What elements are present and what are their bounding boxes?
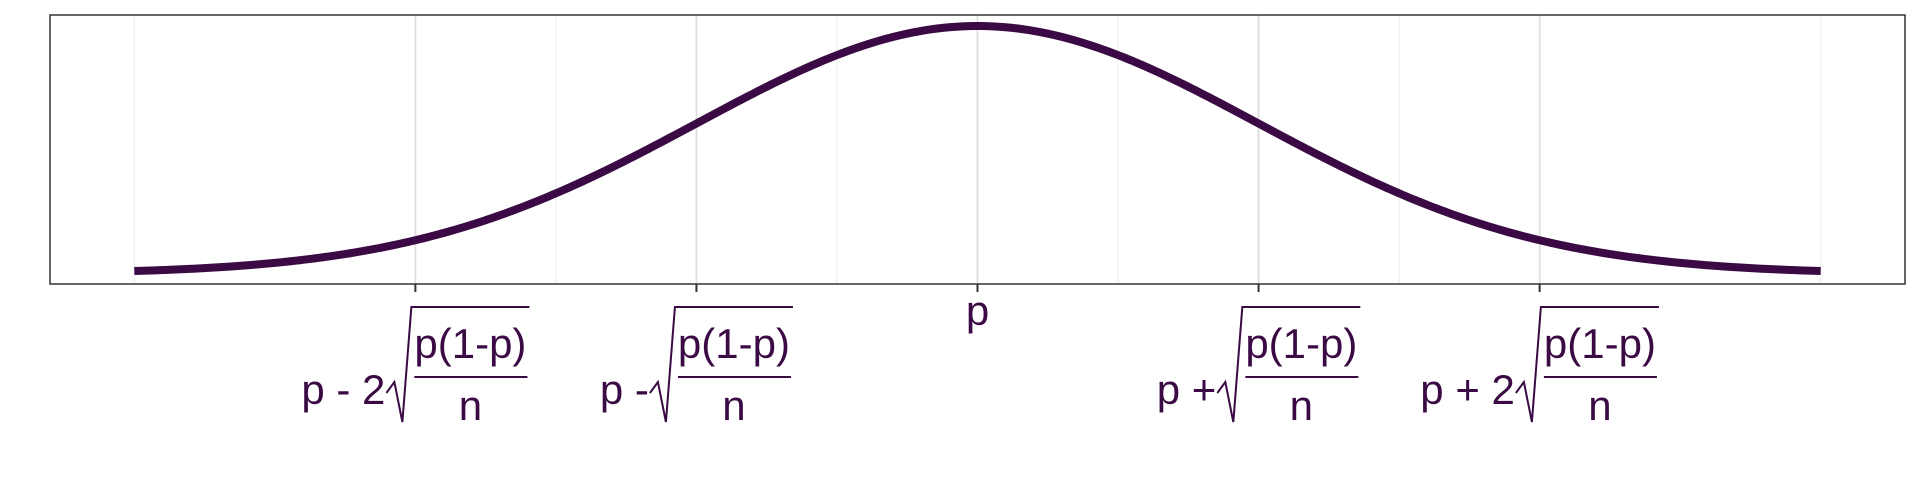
x-tick-label-formula: p - p(1-p) n — [600, 306, 793, 429]
sqrt-radical-sign — [1515, 306, 1659, 423]
x-tick-label: p — [966, 287, 989, 334]
formula-denominator: n — [459, 382, 482, 429]
grid-layer — [133, 15, 1822, 284]
x-tick-label-formula: p + 2 p(1-p) n — [1420, 306, 1659, 429]
x-tick-label-formula: p + p(1-p) n — [1157, 306, 1361, 429]
formula-numerator: p(1-p) — [414, 320, 526, 367]
formula-numerator: p(1-p) — [678, 320, 790, 367]
formula-prefix: p - — [600, 366, 649, 413]
formula-prefix: p + 2 — [1420, 366, 1515, 413]
sqrt-radical-sign — [1216, 306, 1361, 423]
density-curve — [134, 21, 1821, 275]
formula-denominator: n — [1290, 382, 1313, 429]
formula-numerator: p(1-p) — [1544, 320, 1656, 367]
x-axis-ticks — [414, 284, 1541, 292]
sqrt-radical-sign — [649, 306, 793, 423]
formula-denominator: n — [1588, 382, 1611, 429]
x-tick-label-formula: p - 2 p(1-p) n — [301, 306, 530, 429]
x-axis-tick-labels: p - 2p(1-p)n p - p(1-p)npp + p(1-p)n p + 2… — [301, 287, 1659, 429]
formula-numerator: p(1-p) — [1245, 320, 1357, 367]
sqrt-radical-sign — [385, 306, 530, 423]
formula-prefix: p + — [1157, 366, 1217, 413]
formula-denominator: n — [722, 382, 745, 429]
formula-prefix: p - 2 — [301, 366, 385, 413]
